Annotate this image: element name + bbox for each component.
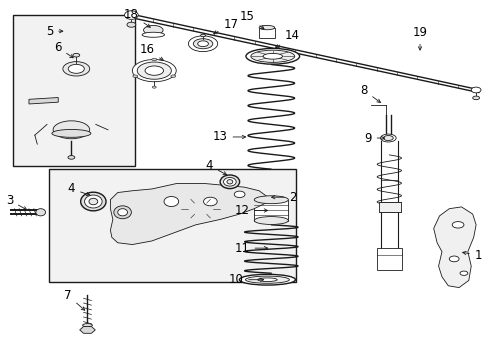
Ellipse shape	[220, 175, 239, 189]
Ellipse shape	[226, 180, 232, 184]
Ellipse shape	[259, 26, 274, 30]
Ellipse shape	[145, 66, 163, 75]
Polygon shape	[80, 327, 95, 333]
Ellipse shape	[257, 278, 277, 282]
Ellipse shape	[380, 134, 395, 142]
Text: 1: 1	[462, 249, 481, 262]
Text: 4: 4	[67, 183, 90, 195]
Ellipse shape	[82, 324, 92, 327]
Ellipse shape	[63, 62, 89, 76]
Ellipse shape	[170, 75, 175, 77]
Ellipse shape	[234, 191, 244, 198]
Ellipse shape	[263, 53, 282, 59]
Bar	[376, 248, 401, 270]
Ellipse shape	[448, 256, 458, 262]
Ellipse shape	[143, 26, 163, 35]
Ellipse shape	[142, 32, 164, 37]
Ellipse shape	[84, 195, 102, 208]
Text: 19: 19	[412, 26, 427, 50]
Ellipse shape	[239, 274, 295, 285]
Text: 18: 18	[123, 8, 150, 27]
Ellipse shape	[36, 209, 45, 216]
Text: 15: 15	[240, 10, 264, 29]
Ellipse shape	[254, 196, 288, 204]
Text: 10: 10	[228, 273, 263, 286]
Polygon shape	[433, 207, 475, 288]
Bar	[259, 28, 274, 39]
Bar	[378, 202, 400, 212]
Ellipse shape	[53, 121, 89, 139]
Ellipse shape	[52, 130, 91, 137]
Text: 17: 17	[213, 18, 238, 34]
Text: 16: 16	[139, 43, 163, 60]
Ellipse shape	[114, 206, 131, 219]
Text: 2: 2	[271, 191, 296, 204]
Ellipse shape	[451, 222, 463, 228]
Text: 11: 11	[234, 242, 267, 255]
Text: 6: 6	[54, 41, 73, 58]
Ellipse shape	[245, 48, 299, 64]
Ellipse shape	[132, 59, 176, 82]
Ellipse shape	[89, 198, 98, 205]
Bar	[13, 15, 135, 166]
Text: 8: 8	[360, 84, 380, 103]
Text: 5: 5	[46, 25, 62, 38]
Ellipse shape	[250, 50, 294, 62]
Ellipse shape	[73, 53, 80, 57]
Ellipse shape	[383, 135, 392, 140]
Ellipse shape	[470, 87, 480, 93]
Text: 4: 4	[205, 159, 226, 175]
Polygon shape	[29, 98, 58, 104]
Text: 12: 12	[234, 204, 267, 217]
Polygon shape	[110, 184, 268, 244]
Ellipse shape	[68, 156, 75, 159]
Ellipse shape	[245, 276, 289, 283]
Ellipse shape	[459, 271, 467, 275]
Ellipse shape	[152, 58, 157, 61]
Text: 13: 13	[212, 130, 245, 144]
Ellipse shape	[124, 11, 138, 19]
Ellipse shape	[223, 177, 236, 186]
Ellipse shape	[193, 39, 212, 49]
Ellipse shape	[152, 86, 156, 88]
Ellipse shape	[118, 209, 127, 216]
Ellipse shape	[137, 62, 171, 79]
Bar	[254, 200, 288, 221]
Ellipse shape	[203, 197, 217, 206]
Ellipse shape	[127, 22, 136, 27]
Ellipse shape	[163, 197, 178, 207]
Text: 14: 14	[275, 29, 299, 48]
Ellipse shape	[81, 192, 106, 211]
Text: 3: 3	[6, 194, 27, 210]
Ellipse shape	[200, 34, 205, 37]
Ellipse shape	[254, 217, 288, 225]
Ellipse shape	[472, 96, 479, 100]
Ellipse shape	[188, 36, 217, 51]
Bar	[49, 169, 295, 282]
Text: 9: 9	[364, 131, 384, 145]
Ellipse shape	[133, 75, 138, 77]
Ellipse shape	[68, 64, 84, 73]
Ellipse shape	[197, 41, 208, 46]
Text: 7: 7	[64, 289, 84, 310]
